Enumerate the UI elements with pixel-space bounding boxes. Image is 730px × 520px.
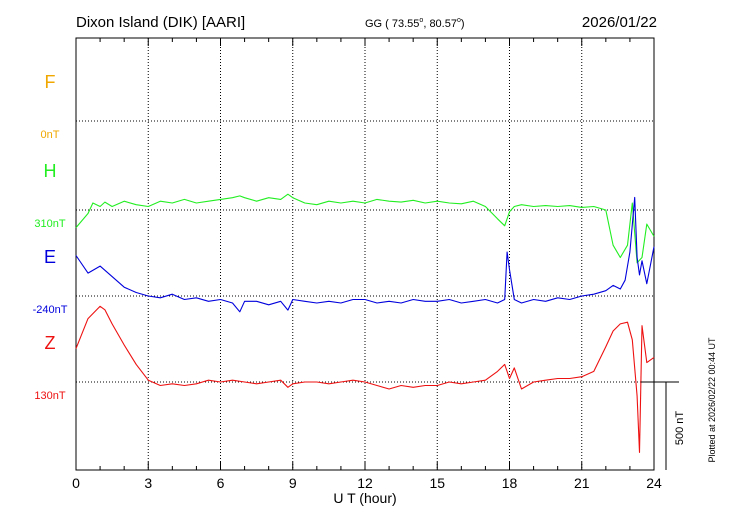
channel-baseline-F: 0nT bbox=[41, 129, 60, 141]
x-tick-label: 0 bbox=[72, 475, 80, 491]
coordinates: GG ( 73.55o, 80.57o) bbox=[365, 17, 465, 30]
x-tick-label: 18 bbox=[502, 475, 518, 491]
date-label: 2026/01/22 bbox=[582, 14, 657, 31]
series-line-E bbox=[75, 196, 655, 313]
plotted-timestamp: Plotted at 2026/02/22 00:44 UT bbox=[707, 337, 717, 463]
channel-name-H: H bbox=[44, 161, 57, 181]
channel-baseline-E: -240nT bbox=[33, 304, 68, 316]
station-title: Dixon Island (DIK) [AARI] bbox=[76, 14, 245, 31]
channel-name-Z: Z bbox=[45, 333, 56, 353]
channel-labels: F 0nT H 310nT E -240nT Z 130nT bbox=[33, 72, 68, 402]
x-tick-label: 21 bbox=[574, 475, 590, 491]
x-tick-label: 3 bbox=[144, 475, 152, 491]
grid bbox=[75, 37, 655, 471]
channel-baseline-H: 310nT bbox=[34, 218, 65, 230]
x-ticks: 0 3 6 9 12 15 18 21 24 bbox=[72, 475, 662, 491]
scale-bar: 500 nT bbox=[641, 381, 686, 470]
scale-bar-label: 500 nT bbox=[674, 411, 686, 446]
x-tick-label: 24 bbox=[646, 475, 662, 491]
x-axis-label: U T (hour) bbox=[333, 490, 396, 506]
x-tick-label: 9 bbox=[289, 475, 297, 491]
series-line-Z bbox=[75, 305, 655, 453]
channel-baseline-Z: 130nT bbox=[34, 390, 65, 402]
channel-name-E: E bbox=[44, 247, 56, 267]
x-tick-label: 12 bbox=[357, 475, 373, 491]
x-tick-label: 15 bbox=[429, 475, 445, 491]
channel-name-F: F bbox=[45, 72, 56, 92]
series-lines bbox=[75, 193, 655, 453]
x-tick-label: 6 bbox=[217, 475, 225, 491]
series-line-H bbox=[75, 193, 655, 264]
